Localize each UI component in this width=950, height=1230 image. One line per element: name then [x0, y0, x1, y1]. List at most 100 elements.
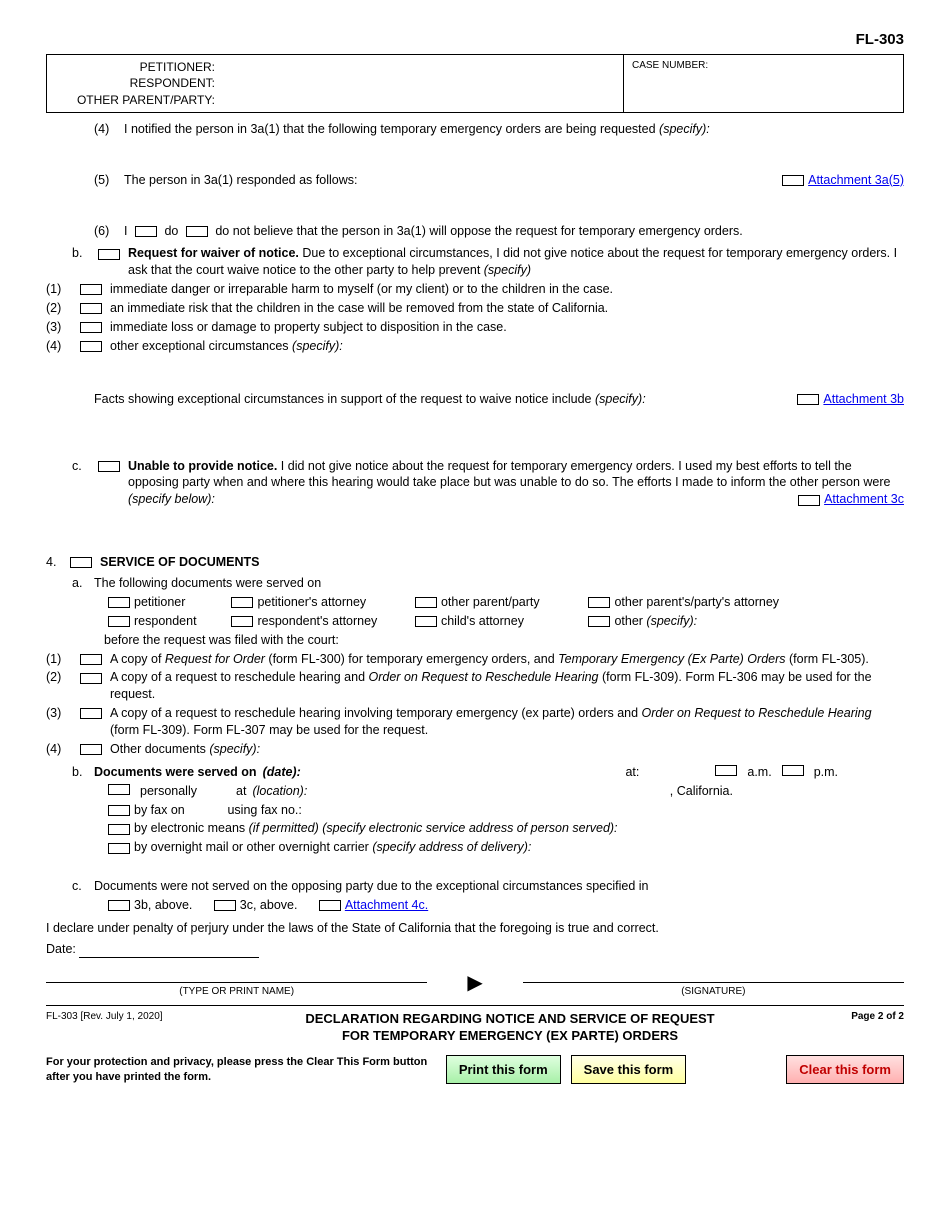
- respondent: respondent: [134, 613, 224, 630]
- checkbox-att-3c[interactable]: [798, 495, 820, 506]
- cb-am[interactable]: [715, 765, 737, 776]
- cb-3b-above[interactable]: [108, 900, 130, 911]
- checkbox-b3[interactable]: [80, 322, 102, 333]
- cb-a4[interactable]: [80, 744, 102, 755]
- a1c: (form FL-300) for temporary emergency or…: [265, 652, 558, 666]
- cb-fax[interactable]: [108, 805, 130, 816]
- cb-att-4c[interactable]: [319, 900, 341, 911]
- cb-child-atty[interactable]: [415, 616, 437, 627]
- a2b: Order on Request to Reschedule Hearing: [369, 670, 599, 684]
- b4-num: (4): [46, 338, 76, 355]
- cb-other-parent[interactable]: [415, 597, 437, 608]
- attachment-3a5-link[interactable]: Attachment 3a(5): [808, 173, 904, 187]
- by-overnight-spec: (specify address of delivery):: [372, 840, 531, 854]
- checkbox-b4[interactable]: [80, 341, 102, 352]
- sec4a-text: The following documents were served on: [94, 575, 904, 592]
- cb-3c-above[interactable]: [214, 900, 236, 911]
- checkbox-do[interactable]: [135, 226, 157, 237]
- item-6-do: do: [164, 224, 178, 238]
- footer-rev: FL-303 [Rev. July 1, 2020]: [46, 1010, 206, 1045]
- a1e: (form FL-305).: [786, 652, 869, 666]
- date-input-line[interactable]: [79, 944, 259, 958]
- b1-text: immediate danger or irreparable harm to …: [110, 281, 904, 298]
- using-fax: using fax no.:: [227, 803, 301, 817]
- c-title: Unable to provide notice.: [128, 459, 277, 473]
- by-elec: by electronic means: [134, 821, 249, 835]
- a4-spec: (specify):: [209, 742, 260, 756]
- cb-overnight[interactable]: [108, 843, 130, 854]
- a3b: Order on Request to Reschedule Hearing: [642, 706, 872, 720]
- cb-other-served[interactable]: [588, 616, 610, 627]
- checkbox-att-3a5[interactable]: [782, 175, 804, 186]
- a2a: A copy of a request to reschedule hearin…: [110, 670, 369, 684]
- print-button[interactable]: Print this form: [446, 1055, 561, 1085]
- other-served: other: [614, 614, 646, 628]
- cb-a2[interactable]: [80, 673, 102, 684]
- attachment-3c-link[interactable]: Attachment 3c: [824, 492, 904, 506]
- item-4-num: (4): [94, 121, 124, 138]
- cb-pm[interactable]: [782, 765, 804, 776]
- attachment-3b-link[interactable]: Attachment 3b: [823, 392, 904, 406]
- cb-a1[interactable]: [80, 654, 102, 665]
- a1b: Request for Order: [165, 652, 265, 666]
- sec4b-title: Documents were served on: [94, 764, 257, 781]
- b2-text: an immediate risk that the children in t…: [110, 300, 904, 317]
- b-facts-spec: (specify):: [595, 392, 646, 406]
- cb-other-parent-atty[interactable]: [588, 597, 610, 608]
- a3c: (form FL-309). Form FL-307 may be used f…: [110, 723, 428, 737]
- clear-button[interactable]: Clear this form: [786, 1055, 904, 1085]
- attachment-4c-link[interactable]: Attachment 4c.: [345, 898, 428, 912]
- checkbox-b1[interactable]: [80, 284, 102, 295]
- checkbox-b2[interactable]: [80, 303, 102, 314]
- cb-pet-atty[interactable]: [231, 597, 253, 608]
- sec4c-letter: c.: [72, 878, 94, 895]
- child-atty: child's attorney: [441, 613, 581, 630]
- a1a: A copy of: [110, 652, 165, 666]
- type-name-label: (TYPE OR PRINT NAME): [46, 982, 427, 999]
- b-spec: (specify): [484, 263, 531, 277]
- item-4-spec: (specify):: [659, 122, 710, 136]
- sec4b-letter: b.: [72, 764, 94, 781]
- cb-petitioner[interactable]: [108, 597, 130, 608]
- sec4a-letter: a.: [72, 575, 94, 592]
- b-letter: b.: [72, 245, 94, 262]
- by-elec-spec: (if permitted) (specify electronic servi…: [249, 821, 618, 835]
- privacy-note: For your protection and privacy, please …: [46, 1055, 436, 1085]
- b3-num: (3): [46, 319, 76, 336]
- c-3b: 3b, above.: [134, 898, 192, 912]
- checkbox-sec4[interactable]: [70, 557, 92, 568]
- checkbox-do-not[interactable]: [186, 226, 208, 237]
- other-party-label: OTHER PARENT/PARTY:: [55, 92, 615, 108]
- checkbox-b[interactable]: [98, 249, 120, 260]
- at-label: at:: [625, 764, 639, 781]
- item-6-rest: believe that the person in 3a(1) will op…: [254, 224, 743, 238]
- petitioner-label: PETITIONER:: [55, 59, 615, 75]
- cb-resp-atty[interactable]: [231, 616, 253, 627]
- checkbox-c[interactable]: [98, 461, 120, 472]
- item-5-text: The person in 3a(1) responded as follows…: [124, 173, 357, 187]
- by-overnight: by overnight mail or other overnight car…: [134, 840, 372, 854]
- cb-a3[interactable]: [80, 708, 102, 719]
- b1-num: (1): [46, 281, 76, 298]
- cb-respondent[interactable]: [108, 616, 130, 627]
- footer-title1: DECLARATION REGARDING NOTICE AND SERVICE…: [206, 1010, 814, 1028]
- save-button[interactable]: Save this form: [571, 1055, 687, 1085]
- item-5-num: (5): [94, 172, 124, 189]
- b3-text: immediate loss or damage to property sub…: [110, 319, 904, 336]
- respondent-label: RESPONDENT:: [55, 75, 615, 91]
- a3a: A copy of a request to reschedule hearin…: [110, 706, 642, 720]
- cb-elec[interactable]: [108, 824, 130, 835]
- before-filed: before the request was filed with the co…: [104, 632, 904, 649]
- a4-text: Other documents: [110, 742, 209, 756]
- a2-num: (2): [46, 669, 76, 686]
- checkbox-att-3b[interactable]: [797, 394, 819, 405]
- b4-text: other exceptional circumstances: [110, 339, 292, 353]
- pm: p.m.: [814, 764, 838, 781]
- page-num: Page 2 of 2: [814, 1010, 904, 1045]
- item-6-I: I: [124, 224, 127, 238]
- am: a.m.: [747, 764, 771, 781]
- other-served-spec: (specify):: [646, 614, 697, 628]
- personally: personally: [140, 783, 230, 800]
- cb-personally[interactable]: [108, 784, 130, 795]
- a1-num: (1): [46, 651, 76, 668]
